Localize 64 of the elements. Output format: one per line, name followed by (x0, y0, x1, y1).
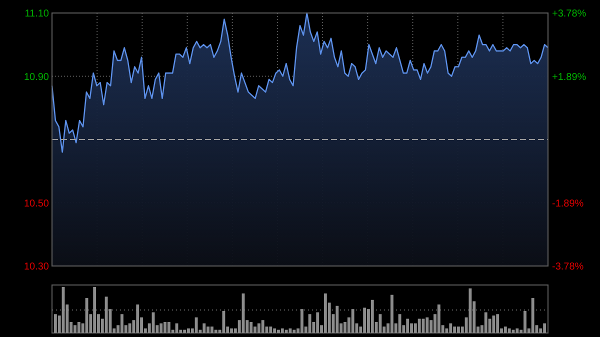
bar (344, 322, 346, 333)
bar (370, 300, 374, 333)
y2-tick-label: -1.89% (552, 198, 584, 210)
bar (292, 330, 296, 333)
bar (351, 309, 354, 333)
bar (516, 328, 519, 333)
bar (508, 328, 511, 333)
bar (277, 330, 280, 333)
bar (449, 323, 452, 333)
bar (202, 323, 206, 333)
bar (437, 304, 440, 333)
bar (324, 293, 327, 333)
bar (363, 308, 366, 333)
bar (230, 328, 233, 333)
bar (74, 325, 76, 333)
bar (54, 314, 57, 333)
bar (136, 304, 140, 333)
y2-tick-label: +3.78% (552, 8, 586, 20)
bar (457, 326, 460, 333)
y-tick-label: 10.30 (24, 262, 50, 272)
bar (426, 317, 429, 333)
bar (390, 294, 394, 333)
bar (492, 316, 496, 333)
bar (93, 287, 96, 333)
bar (160, 323, 163, 333)
bar (164, 322, 166, 333)
bar (261, 320, 264, 333)
bar (167, 322, 170, 333)
bar (406, 318, 410, 333)
y-tick-label: 10.90 (24, 72, 50, 83)
bar (280, 328, 284, 333)
bar (210, 326, 214, 333)
bar (453, 326, 456, 333)
bar (300, 309, 304, 333)
bar (316, 312, 320, 333)
bar (257, 323, 260, 333)
y2-tick-label: +1.89% (552, 72, 586, 83)
bar (214, 330, 218, 333)
bar (468, 288, 472, 333)
bar (504, 326, 507, 333)
bar (222, 310, 226, 333)
bar (484, 312, 488, 333)
bar (418, 318, 421, 333)
bar (496, 314, 500, 333)
bar (250, 322, 253, 333)
bar (284, 330, 288, 333)
bar (183, 330, 186, 333)
bar (524, 310, 526, 333)
y-tick-label: 11.10 (24, 8, 50, 20)
bar (187, 328, 190, 333)
bar (378, 314, 382, 333)
bar (128, 323, 132, 333)
bar (269, 326, 272, 333)
bar (531, 298, 534, 333)
bar (77, 322, 80, 333)
y-tick-label: 10.50 (24, 198, 50, 210)
bar (206, 326, 210, 333)
bar (336, 306, 339, 333)
bar (104, 296, 108, 333)
y2-tick-label: -3.78% (552, 262, 584, 272)
bar (120, 314, 124, 333)
bar (273, 328, 276, 333)
bar (543, 323, 546, 333)
bar (194, 317, 198, 333)
